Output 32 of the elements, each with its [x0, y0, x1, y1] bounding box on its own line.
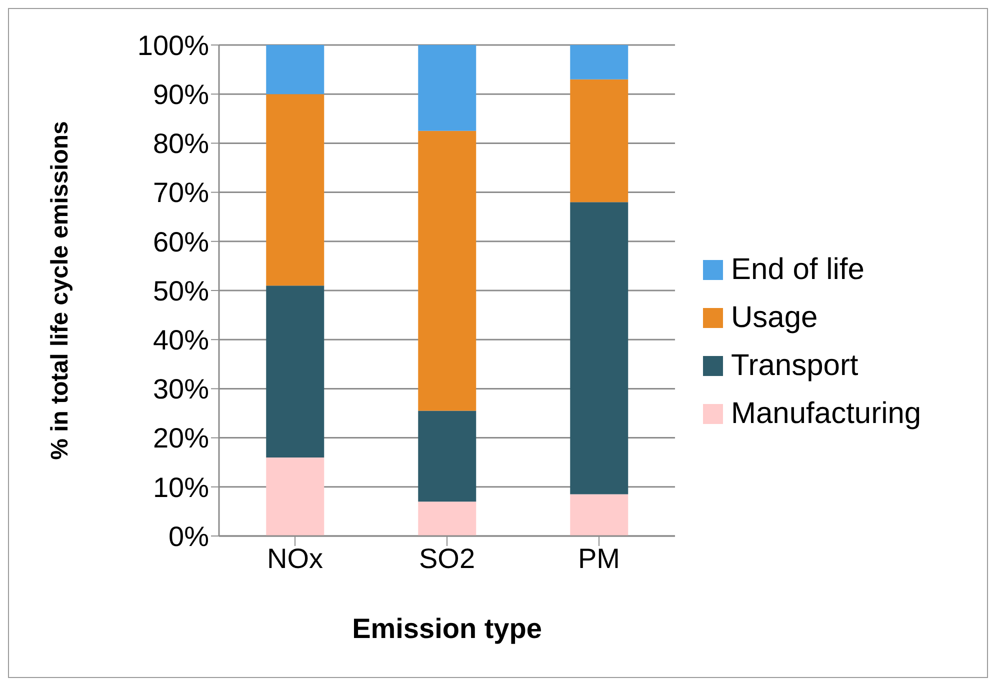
y-axis-title: % in total life cycle emissions [46, 121, 74, 460]
y-tick-label: 100% [137, 30, 209, 61]
x-axis-title: Emission type [352, 613, 542, 644]
y-tick-label: 20% [152, 422, 209, 454]
bar [418, 130, 476, 411]
x-tick-label: SO2 [418, 542, 476, 574]
bar [418, 45, 476, 131]
bar [570, 79, 628, 202]
legend-label: Transport [731, 349, 858, 383]
bar [418, 410, 476, 502]
bar [418, 502, 476, 536]
bar [570, 45, 628, 80]
y-tick-label: 0% [168, 520, 209, 552]
bar [570, 202, 628, 494]
bar [266, 45, 324, 94]
y-tick-label: 70% [152, 177, 209, 208]
bar [266, 286, 324, 458]
bar [266, 94, 324, 286]
y-tick-label: 40% [152, 324, 209, 356]
y-tick-label: 50% [152, 275, 209, 306]
y-tick-label: 80% [152, 128, 209, 160]
bar [266, 457, 324, 536]
y-tick-label: 60% [152, 226, 209, 258]
legend-label: End of life [731, 253, 864, 287]
y-tick-label: 30% [152, 374, 209, 405]
y-tick-label: 90% [152, 79, 209, 110]
legend-label: Usage [731, 301, 818, 335]
x-tick-label: NOx [267, 542, 323, 574]
x-tick-label: PM [578, 542, 620, 574]
legend-label: Manufacturing [731, 397, 922, 431]
y-tick-label: 10% [152, 472, 209, 503]
bar [570, 494, 628, 536]
